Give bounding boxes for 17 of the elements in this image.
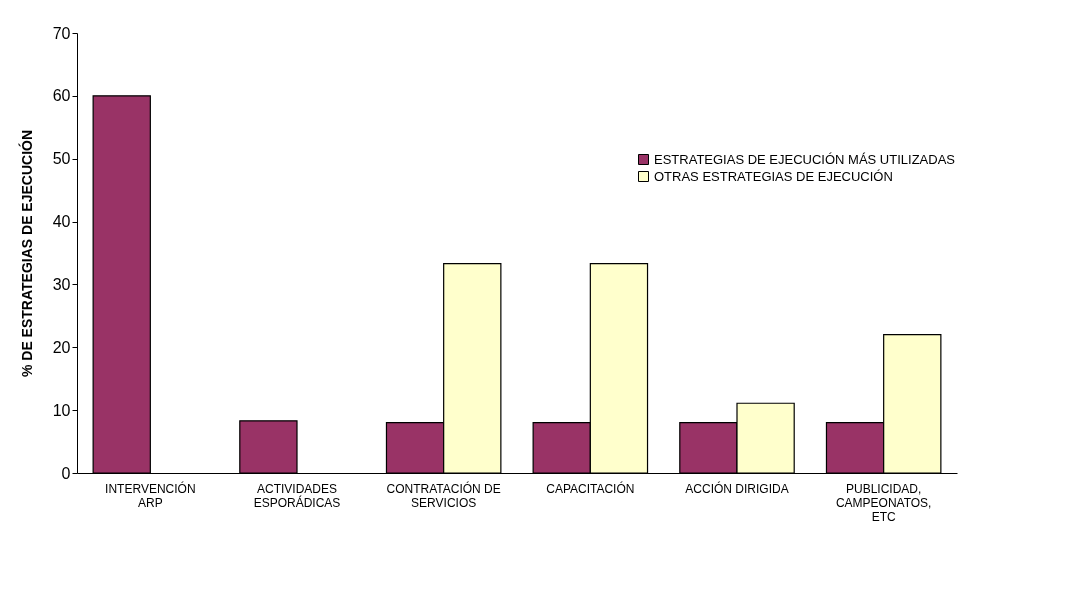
y-tick-label: 70 [52, 24, 71, 42]
x-tick-label: PUBLICIDAD, CAMPEONATOS, ETC [835, 481, 932, 524]
y-tick-label: 10 [52, 401, 71, 419]
y-axis-title: % DE ESTRATEGIAS DE EJECUCIÓN [17, 129, 35, 378]
legend-label: OTRAS ESTRATEGIAS DE EJECUCIÓN [654, 168, 893, 184]
x-tick-label: CAPACITACIÓN [546, 480, 635, 496]
y-tick-label: 50 [52, 150, 71, 168]
y-tick-label: 40 [52, 213, 71, 231]
y-tick-label: 30 [52, 275, 71, 293]
y-tick-label: 0 [61, 464, 71, 482]
legend-label: ESTRATEGIAS DE EJECUCIÓN MÁS UTILIZADAS [654, 151, 956, 167]
x-tick-label: INTERVENCIÓN ARP [105, 480, 196, 510]
x-tick-label: ACTIVIDADES ESPORÁDICAS [253, 481, 341, 510]
x-tick-label: ACCIÓN DIRIGIDA [685, 480, 789, 496]
y-tick-label: 60 [52, 87, 71, 105]
y-tick-label: 20 [52, 338, 71, 356]
x-tick-label: CONTRATACIÓN DE SERVICIOS [386, 480, 501, 510]
